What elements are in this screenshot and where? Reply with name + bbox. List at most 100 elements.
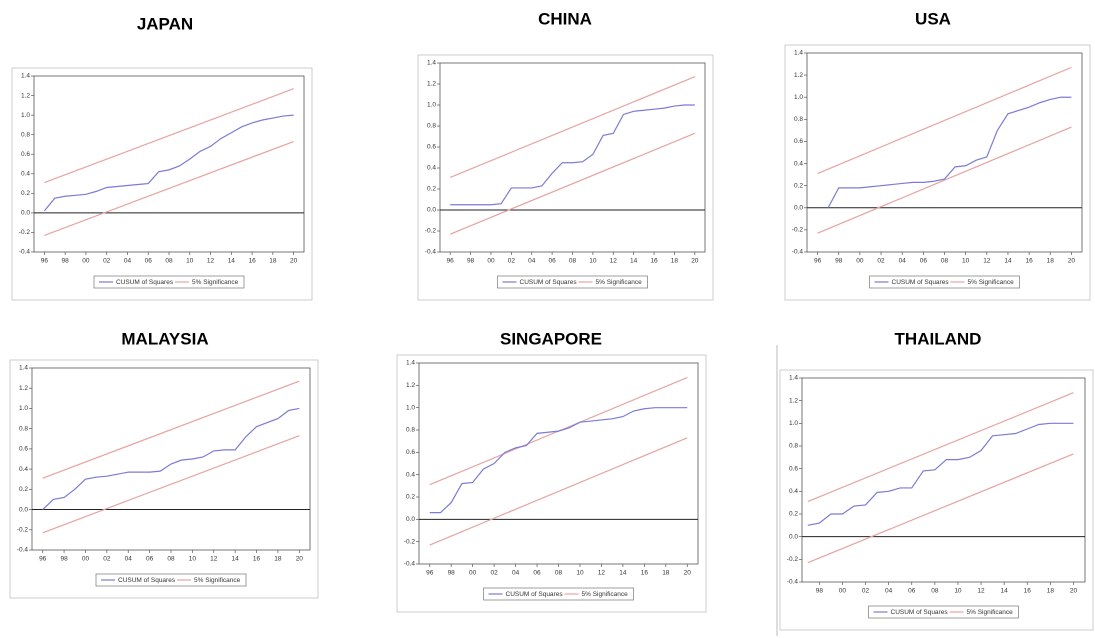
legend-label: CUSUM of Squares (892, 279, 950, 286)
y-tick-label: 0.8 (406, 427, 415, 434)
y-tick-label: 0.4 (794, 160, 803, 167)
x-tick-label: 06 (145, 258, 153, 265)
y-tick-label: 0.6 (21, 151, 30, 158)
y-tick-label: 1.0 (789, 420, 798, 427)
y-tick-label: 0.2 (794, 182, 803, 189)
legend-label: 5% Significance (582, 591, 629, 598)
y-tick-label: 0.2 (19, 486, 28, 493)
y-tick-label: 0.8 (427, 123, 436, 130)
x-tick-label: 16 (641, 570, 649, 577)
y-tick-label: -0.2 (19, 229, 31, 236)
y-tick-label: 0.6 (427, 144, 436, 151)
x-tick-label: 12 (207, 258, 215, 265)
chart-title: USA (915, 9, 951, 28)
x-tick-label: 10 (576, 570, 584, 577)
x-tick-label: 14 (232, 556, 240, 563)
legend (868, 605, 1019, 619)
y-tick-label: 1.4 (19, 365, 28, 372)
chart-title: MALAYSIA (121, 329, 208, 348)
x-tick-label: 02 (877, 258, 885, 265)
x-tick-label: 98 (448, 570, 456, 577)
legend-label: 5% Significance (194, 577, 241, 584)
x-tick-label: 18 (1047, 588, 1055, 595)
y-tick-label: 0.2 (789, 511, 798, 518)
y-tick-label: 0.0 (19, 506, 28, 513)
x-tick-label: 08 (555, 570, 563, 577)
x-tick-label: 16 (650, 258, 658, 265)
x-tick-label: 14 (1004, 258, 1012, 265)
legend (483, 587, 634, 601)
y-tick-label: 1.4 (406, 360, 415, 367)
y-tick-label: 0.0 (406, 516, 415, 523)
y-tick-label: 0.2 (406, 494, 415, 501)
band-lower (817, 126, 1072, 234)
y-tick-label: 1.2 (427, 81, 436, 88)
x-tick-label: 98 (60, 556, 68, 563)
y-tick-label: 0.4 (21, 170, 30, 177)
cusum-line (807, 422, 1074, 526)
y-tick-label: 1.2 (789, 397, 798, 404)
x-tick-label: 10 (589, 258, 597, 265)
legend-label: 5% Significance (967, 609, 1014, 616)
x-tick-label: 00 (856, 258, 864, 265)
x-tick-label: 02 (490, 570, 498, 577)
x-tick-label: 98 (62, 258, 70, 265)
legend-label: CUSUM of Squares (520, 279, 578, 286)
y-tick-label: 1.2 (794, 72, 803, 79)
x-tick-label: 02 (508, 258, 516, 265)
x-tick-label: 12 (610, 258, 618, 265)
chart-title: SINGAPORE (500, 329, 602, 348)
x-tick-label: 02 (103, 258, 111, 265)
y-tick-label: 0.8 (19, 425, 28, 432)
x-tick-label: 96 (426, 570, 434, 577)
x-tick-label: 04 (528, 258, 536, 265)
y-tick-label: -0.4 (425, 249, 437, 256)
x-tick-label: 20 (290, 258, 298, 265)
legend-label: CUSUM of Squares (118, 577, 176, 584)
x-tick-label: 08 (941, 258, 949, 265)
x-tick-label: 10 (189, 556, 197, 563)
x-tick-label: 04 (899, 258, 907, 265)
y-tick-label: -0.2 (787, 556, 799, 563)
cusum-line (450, 104, 695, 206)
x-tick-label: 14 (619, 570, 627, 577)
band-lower (429, 437, 688, 546)
panel (779, 369, 1094, 631)
y-tick-label: 1.0 (427, 102, 436, 109)
x-tick-label: 06 (146, 556, 154, 563)
legend (869, 275, 1020, 289)
y-tick-label: 1.0 (794, 94, 803, 101)
x-tick-label: 14 (630, 258, 638, 265)
cusum-line (827, 96, 1072, 209)
x-tick-label: 02 (103, 556, 111, 563)
legend-label: CUSUM of Squares (116, 279, 174, 286)
y-tick-label: -0.4 (17, 547, 29, 554)
y-tick-label: -0.2 (792, 227, 804, 234)
x-tick-label: 06 (548, 258, 556, 265)
x-tick-label: 98 (835, 258, 843, 265)
chart-title: THAILAND (895, 329, 982, 348)
cusum-line (42, 407, 300, 510)
y-tick-label: 1.2 (21, 92, 30, 99)
x-tick-label: 16 (253, 556, 261, 563)
x-tick-label: 18 (1047, 258, 1055, 265)
y-tick-label: 0.6 (406, 449, 415, 456)
x-tick-label: 96 (814, 258, 822, 265)
x-tick-label: 16 (1024, 588, 1032, 595)
x-tick-label: 10 (186, 258, 194, 265)
x-tick-label: 00 (469, 570, 477, 577)
x-tick-label: 12 (210, 556, 218, 563)
x-tick-label: 18 (274, 556, 282, 563)
panel (417, 54, 714, 301)
y-tick-label: 1.4 (21, 73, 30, 80)
y-tick-label: -0.2 (17, 526, 29, 533)
y-tick-label: 1.2 (19, 385, 28, 392)
x-tick-label: 18 (671, 258, 679, 265)
legend (93, 275, 245, 289)
x-tick-label: 04 (125, 556, 133, 563)
panel (396, 354, 707, 613)
y-tick-label: 0.4 (406, 471, 415, 478)
legend-label: 5% Significance (968, 279, 1015, 286)
x-tick-label: 20 (691, 258, 699, 265)
